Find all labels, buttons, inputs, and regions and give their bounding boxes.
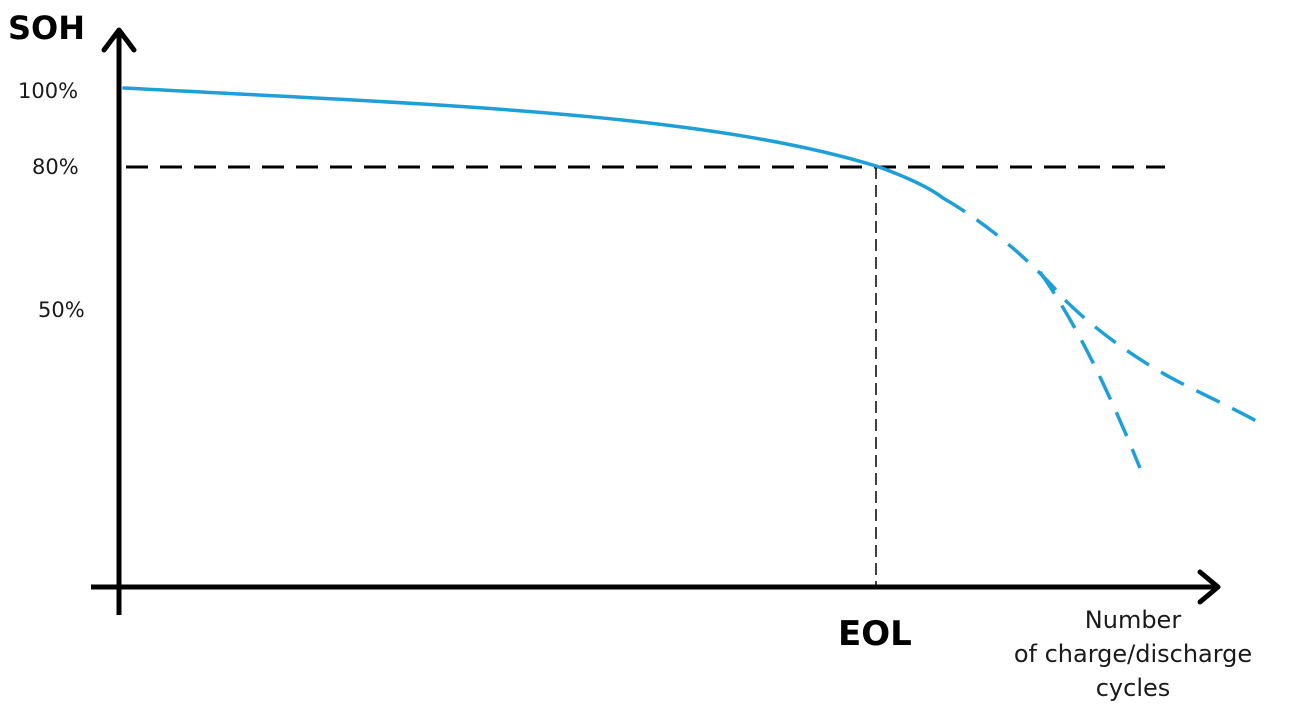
y-tick-label: 50% bbox=[38, 298, 85, 322]
y-tick-label: 100% bbox=[18, 79, 79, 103]
eol-marker-label: EOL bbox=[838, 614, 912, 654]
y-axis-title: SOH bbox=[8, 9, 86, 47]
x-axis-title-line: cycles bbox=[1095, 674, 1171, 702]
x-axis-arrowhead bbox=[1197, 569, 1221, 605]
soh-projection-fast bbox=[1038, 270, 1142, 469]
soh-projection-slow bbox=[942, 196, 1261, 425]
x-axis-title-line: Number bbox=[1084, 606, 1182, 634]
x-axis-title-line: of charge/discharge bbox=[1013, 640, 1253, 668]
y-axis-arrowhead bbox=[101, 27, 137, 53]
x-axis-title: Number of charge/discharge cycles bbox=[978, 603, 1288, 705]
soh-curve-solid bbox=[122, 86, 945, 200]
y-tick-label: 80% bbox=[32, 155, 79, 179]
